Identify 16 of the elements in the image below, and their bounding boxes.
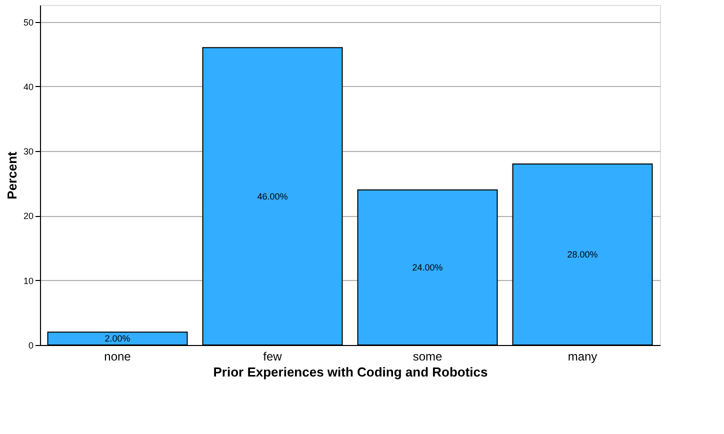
y-axis-title: Percent	[4, 150, 20, 200]
y-tick-label: 10	[23, 276, 34, 286]
y-tick-label: 20	[23, 211, 34, 222]
data-label: 46.00%	[257, 191, 288, 202]
x-tick-label: few	[263, 350, 282, 364]
data-label: 2.00%	[104, 334, 130, 344]
data-label: 24.00%	[412, 262, 443, 272]
y-tick-label: 50	[23, 17, 34, 28]
y-tick-label: 40	[23, 82, 34, 92]
x-tick-label: none	[104, 350, 132, 364]
x-tick-label: some	[412, 350, 442, 364]
y-tick-label: 0	[28, 340, 34, 350]
x-tick-label: many	[568, 350, 598, 364]
x-axis-title: Prior Experiences with Coding and Robotics	[213, 364, 488, 380]
data-label: 28.00%	[567, 250, 598, 260]
y-tick-label: 30	[23, 146, 34, 157]
